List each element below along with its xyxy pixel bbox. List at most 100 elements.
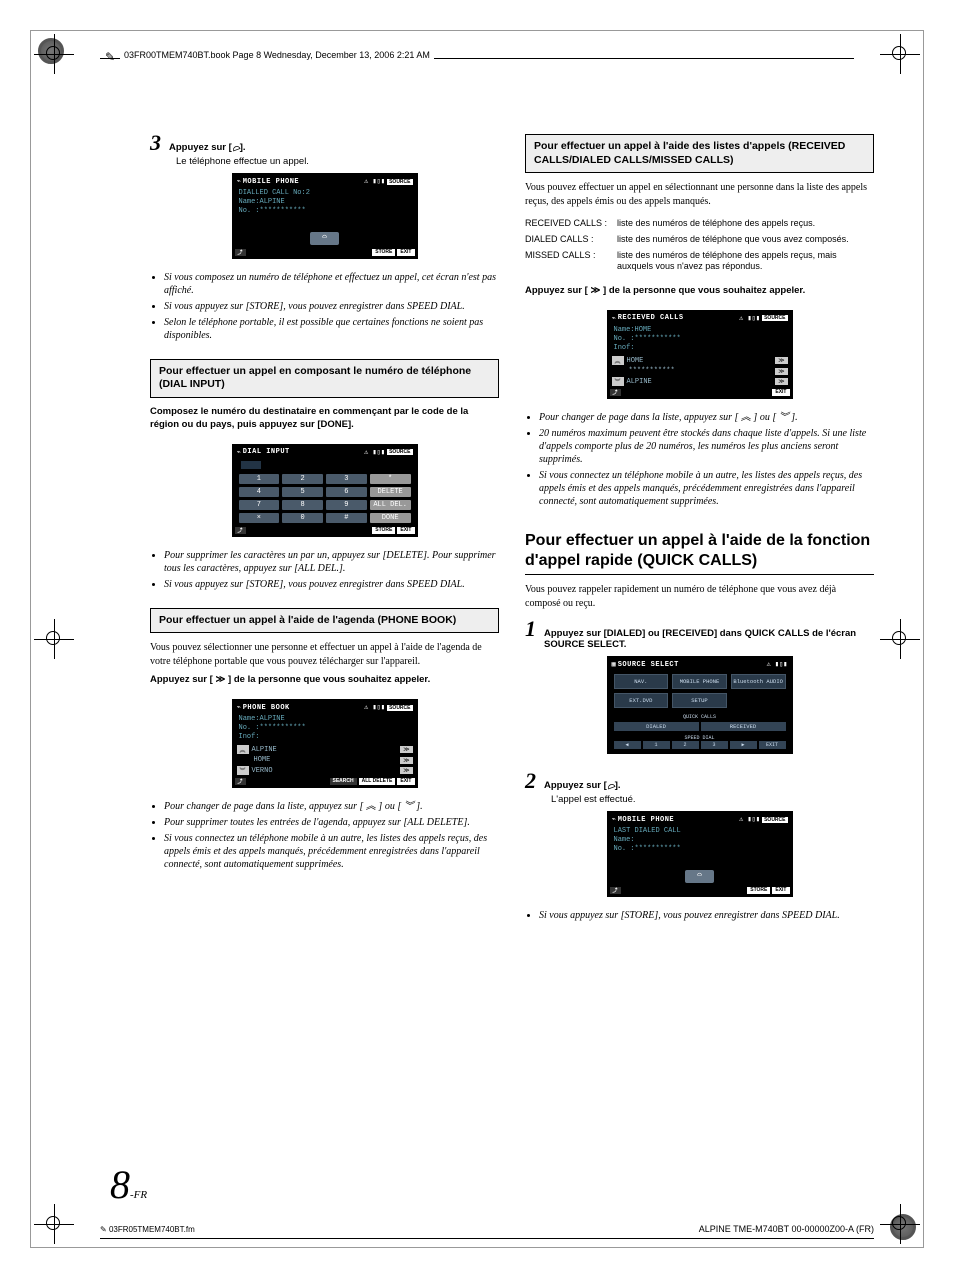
notes-list: Si vous composez un numéro de téléphone … (164, 271, 499, 345)
screen-title: MOBILE PHONE (243, 178, 362, 186)
select-icon[interactable]: ≫ (775, 357, 787, 364)
signal-icon: ⚠ ▮▯▮ (364, 177, 385, 186)
step-number: 1 (525, 616, 536, 642)
received-button[interactable]: RECEIVED (701, 722, 786, 731)
screen-title: RECIEVED CALLS (618, 314, 737, 322)
key[interactable]: 8 (282, 500, 323, 510)
store-button[interactable]: STORE (372, 527, 395, 534)
select-icon[interactable]: ≫ (400, 757, 412, 764)
all-delete-button[interactable]: ALL DELETE (359, 778, 396, 785)
page-number: 8-FR (110, 1161, 147, 1208)
exit-button[interactable]: EXIT (397, 778, 414, 785)
back-button[interactable]: ⤴ (235, 778, 246, 785)
key[interactable]: × (239, 513, 280, 523)
call-button[interactable]: ⌓ (685, 870, 714, 882)
screen-line: Name: (614, 836, 786, 845)
list-row[interactable]: ***********≫ (610, 366, 790, 376)
key[interactable]: 6 (326, 487, 367, 497)
back-button[interactable]: ⤴ (610, 887, 621, 894)
key[interactable]: 9 (326, 500, 367, 510)
src-cell[interactable]: NAV. (614, 674, 669, 689)
exit-button[interactable]: EXIT (772, 887, 789, 894)
src-cell[interactable]: EXT.DVD (614, 693, 669, 708)
footer-rule (100, 1238, 874, 1239)
calls-intro: Vous pouvez effectuer un appel en sélect… (525, 181, 874, 208)
dialed-button[interactable]: DIALED (614, 722, 699, 731)
back-button[interactable]: ⤴ (235, 527, 246, 534)
exit-button[interactable]: EXIT (397, 249, 414, 256)
src-cell[interactable]: MOBILE PHONE (672, 674, 727, 689)
key[interactable]: 0 (282, 513, 323, 523)
list-row[interactable]: ︾VERNO≫ (235, 765, 415, 776)
page-up-icon[interactable]: ︽ (612, 356, 624, 365)
screen-source-select: ▦ SOURCE SELECT ⚠ ▮▯▮ NAV. MOBILE PHONE … (607, 656, 793, 754)
note-item: Pour changer de page dans la liste, appu… (164, 800, 499, 813)
source-button[interactable]: SOURCE (762, 817, 787, 823)
source-button[interactable]: SOURCE (387, 449, 412, 455)
key[interactable]: 2 (282, 474, 323, 484)
footer-model: ALPINE TME-M740BT 00-00000Z00-A (FR) (699, 1224, 874, 1234)
select-icon[interactable]: ≫ (775, 368, 787, 375)
source-button[interactable]: SOURCE (387, 705, 412, 711)
key-alldel[interactable]: ALL DEL. (370, 500, 411, 510)
pb-instruction: Appuyez sur [ ≫ ] de la personne que vou… (150, 674, 499, 687)
key[interactable]: 1 (239, 474, 280, 484)
signal-icon: ⚠ ▮▯▮ (364, 703, 385, 712)
note-item: Pour supprimer toutes les entrées de l'a… (164, 816, 499, 829)
store-button[interactable]: STORE (747, 887, 770, 894)
key-delete[interactable]: DELETE (370, 487, 411, 497)
sd-exit[interactable]: EXIT (759, 741, 786, 749)
section-call-lists: Pour effectuer un appel à l'aide des lis… (525, 134, 874, 173)
calls-instruction: Appuyez sur [ ≫ ] de la personne que vou… (525, 285, 874, 298)
note-item: Pour supprimer les caractères un par un,… (164, 549, 499, 575)
note-item: Si vous connectez un téléphone mobile à … (539, 469, 874, 508)
screen-mobile-phone: ⌁ MOBILE PHONE ⚠ ▮▯▮ SOURCE DIALLED CALL… (232, 173, 418, 259)
select-icon[interactable]: ≫ (400, 767, 412, 774)
sd-prev[interactable]: ◀ (614, 741, 641, 749)
select-icon[interactable]: ≫ (400, 746, 412, 753)
dial-intro: Composez le numéro du destinataire en co… (150, 406, 499, 432)
back-button[interactable]: ⤴ (610, 389, 621, 396)
crop-mark (880, 1204, 920, 1244)
select-icon[interactable]: ≫ (775, 378, 787, 385)
exit-button[interactable]: EXIT (772, 389, 789, 396)
page-down-icon[interactable]: ︾ (237, 766, 249, 775)
list-row[interactable]: ︾ALPINE≫ (610, 376, 790, 387)
pen-icon: ✎ (100, 1225, 107, 1234)
source-button[interactable]: SOURCE (762, 315, 787, 321)
exit-button[interactable]: EXIT (397, 527, 414, 534)
sd-slot[interactable]: 2 (672, 741, 699, 749)
src-cell[interactable]: Bluetooth AUDIO (731, 674, 786, 689)
list-row[interactable]: ︽HOME≫ (610, 355, 790, 366)
call-button[interactable]: ⌓ (310, 232, 339, 244)
bt-icon: ⌁ (237, 177, 241, 186)
step-1: 1 Appuyez sur [DIALED] ou [RECEIVED] dan… (525, 616, 874, 650)
step-title: Appuyez sur [⌓]. (169, 142, 246, 153)
screen-title: PHONE BOOK (243, 704, 362, 712)
list-row[interactable]: HOME≫ (235, 755, 415, 765)
source-button[interactable]: SOURCE (387, 179, 412, 185)
screen-line: No. :*********** (239, 724, 411, 733)
section-dial-input: Pour effectuer un appel en composant le … (150, 359, 499, 398)
key[interactable]: 3 (326, 474, 367, 484)
store-button[interactable]: STORE (372, 249, 395, 256)
back-button[interactable]: ⤴ (235, 249, 246, 256)
sd-slot[interactable]: 3 (701, 741, 728, 749)
src-cell[interactable]: SETUP (672, 693, 727, 708)
key[interactable]: 5 (282, 487, 323, 497)
note-item: Pour changer de page dans la liste, appu… (539, 411, 874, 424)
key[interactable]: * (370, 474, 411, 484)
sd-next[interactable]: ▶ (730, 741, 757, 749)
key[interactable]: 7 (239, 500, 280, 510)
search-button[interactable]: SEARCH (330, 778, 357, 785)
screen-line: No. :*********** (614, 335, 786, 344)
key-done[interactable]: DONE (370, 513, 411, 523)
page-up-icon[interactable]: ︽ (237, 745, 249, 754)
qc-intro: Vous pouvez rappeler rapidement un numér… (525, 583, 874, 610)
key[interactable]: 4 (239, 487, 280, 497)
page-down-icon[interactable]: ︾ (612, 377, 624, 386)
list-row[interactable]: ︽ALPINE≫ (235, 744, 415, 755)
grid-icon: ▦ (612, 660, 616, 669)
sd-slot[interactable]: 1 (643, 741, 670, 749)
key[interactable]: # (326, 513, 367, 523)
